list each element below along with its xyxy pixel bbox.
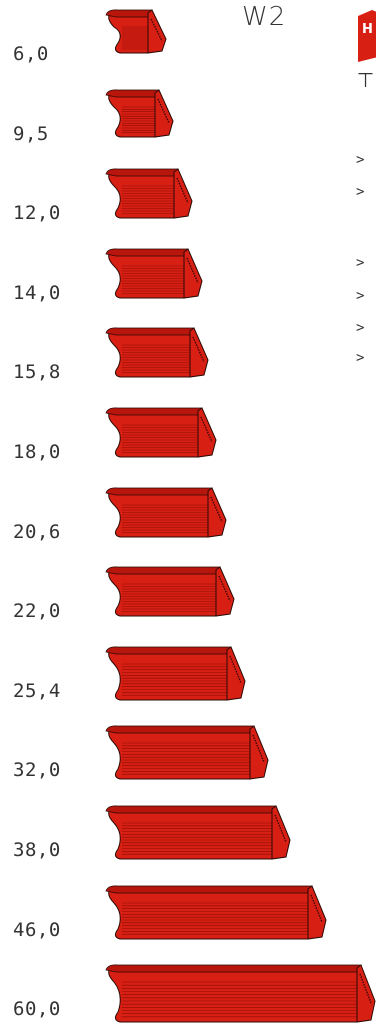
- profile-shape-icon: [105, 566, 235, 617]
- profile-drawing: [100, 562, 256, 626]
- profile-drawing: [100, 5, 188, 63]
- brand-letter: H: [362, 22, 373, 37]
- side-arrow-icon[interactable]: >: [356, 320, 365, 336]
- profile-shape-icon: [105, 964, 376, 1023]
- profile-size-label: 12,0: [13, 202, 61, 225]
- profile-drawing: [100, 85, 195, 147]
- side-arrow-icon[interactable]: >: [356, 255, 365, 271]
- profile-size-label: 60,0: [13, 998, 61, 1021]
- profile-size-label: 15,8: [13, 361, 61, 384]
- profile-size-label: 14,0: [13, 281, 61, 304]
- side-marker-icon: ⊢: [353, 71, 376, 89]
- profile-size-label: 18,0: [13, 441, 61, 463]
- page-title: W2: [242, 2, 287, 32]
- side-arrow-icon[interactable]: >: [356, 288, 365, 304]
- side-arrow-icon[interactable]: >: [356, 152, 365, 168]
- profile-drawing: [100, 960, 376, 1032]
- profile-size-label: 20,6: [13, 520, 61, 543]
- profile-drawing: [100, 244, 224, 308]
- brand-flag-icon: [358, 10, 376, 62]
- profile-size-label: 38,0: [13, 839, 61, 861]
- profile-shape-icon: [105, 248, 203, 299]
- profile-drawing: [100, 881, 348, 949]
- profile-drawing: [100, 721, 290, 789]
- profile-shape-icon: [105, 168, 193, 219]
- profile-shape-icon: [105, 407, 217, 458]
- profile-size-label: 22,0: [13, 600, 61, 623]
- side-arrow-icon[interactable]: >: [356, 184, 365, 200]
- profile-shape-icon: [105, 327, 209, 378]
- profile-shape-icon: [105, 884, 327, 940]
- profile-drawing: [100, 642, 267, 710]
- profile-size-label: 6,0: [13, 43, 49, 65]
- profile-size-label: 32,0: [13, 759, 61, 782]
- profile-drawing: [100, 483, 248, 547]
- profile-drawing: [100, 164, 214, 228]
- brand-logo[interactable]: [358, 10, 376, 62]
- profile-shape-icon: [105, 9, 167, 54]
- profile-drawing: [100, 403, 238, 467]
- profile-shape-icon: [105, 88, 174, 138]
- profile-size-label: 9,5: [13, 122, 49, 145]
- profile-shape-icon: [105, 486, 227, 538]
- profile-shape-icon: [105, 725, 269, 780]
- profile-size-label: 25,4: [13, 679, 61, 702]
- profile-drawing: [100, 801, 312, 869]
- profile-size-label: 46,0: [13, 918, 61, 941]
- profile-shape-icon: [105, 646, 246, 701]
- profile-drawing: [100, 323, 230, 387]
- side-arrow-icon[interactable]: >: [356, 350, 365, 366]
- profile-shape-icon: [105, 805, 291, 860]
